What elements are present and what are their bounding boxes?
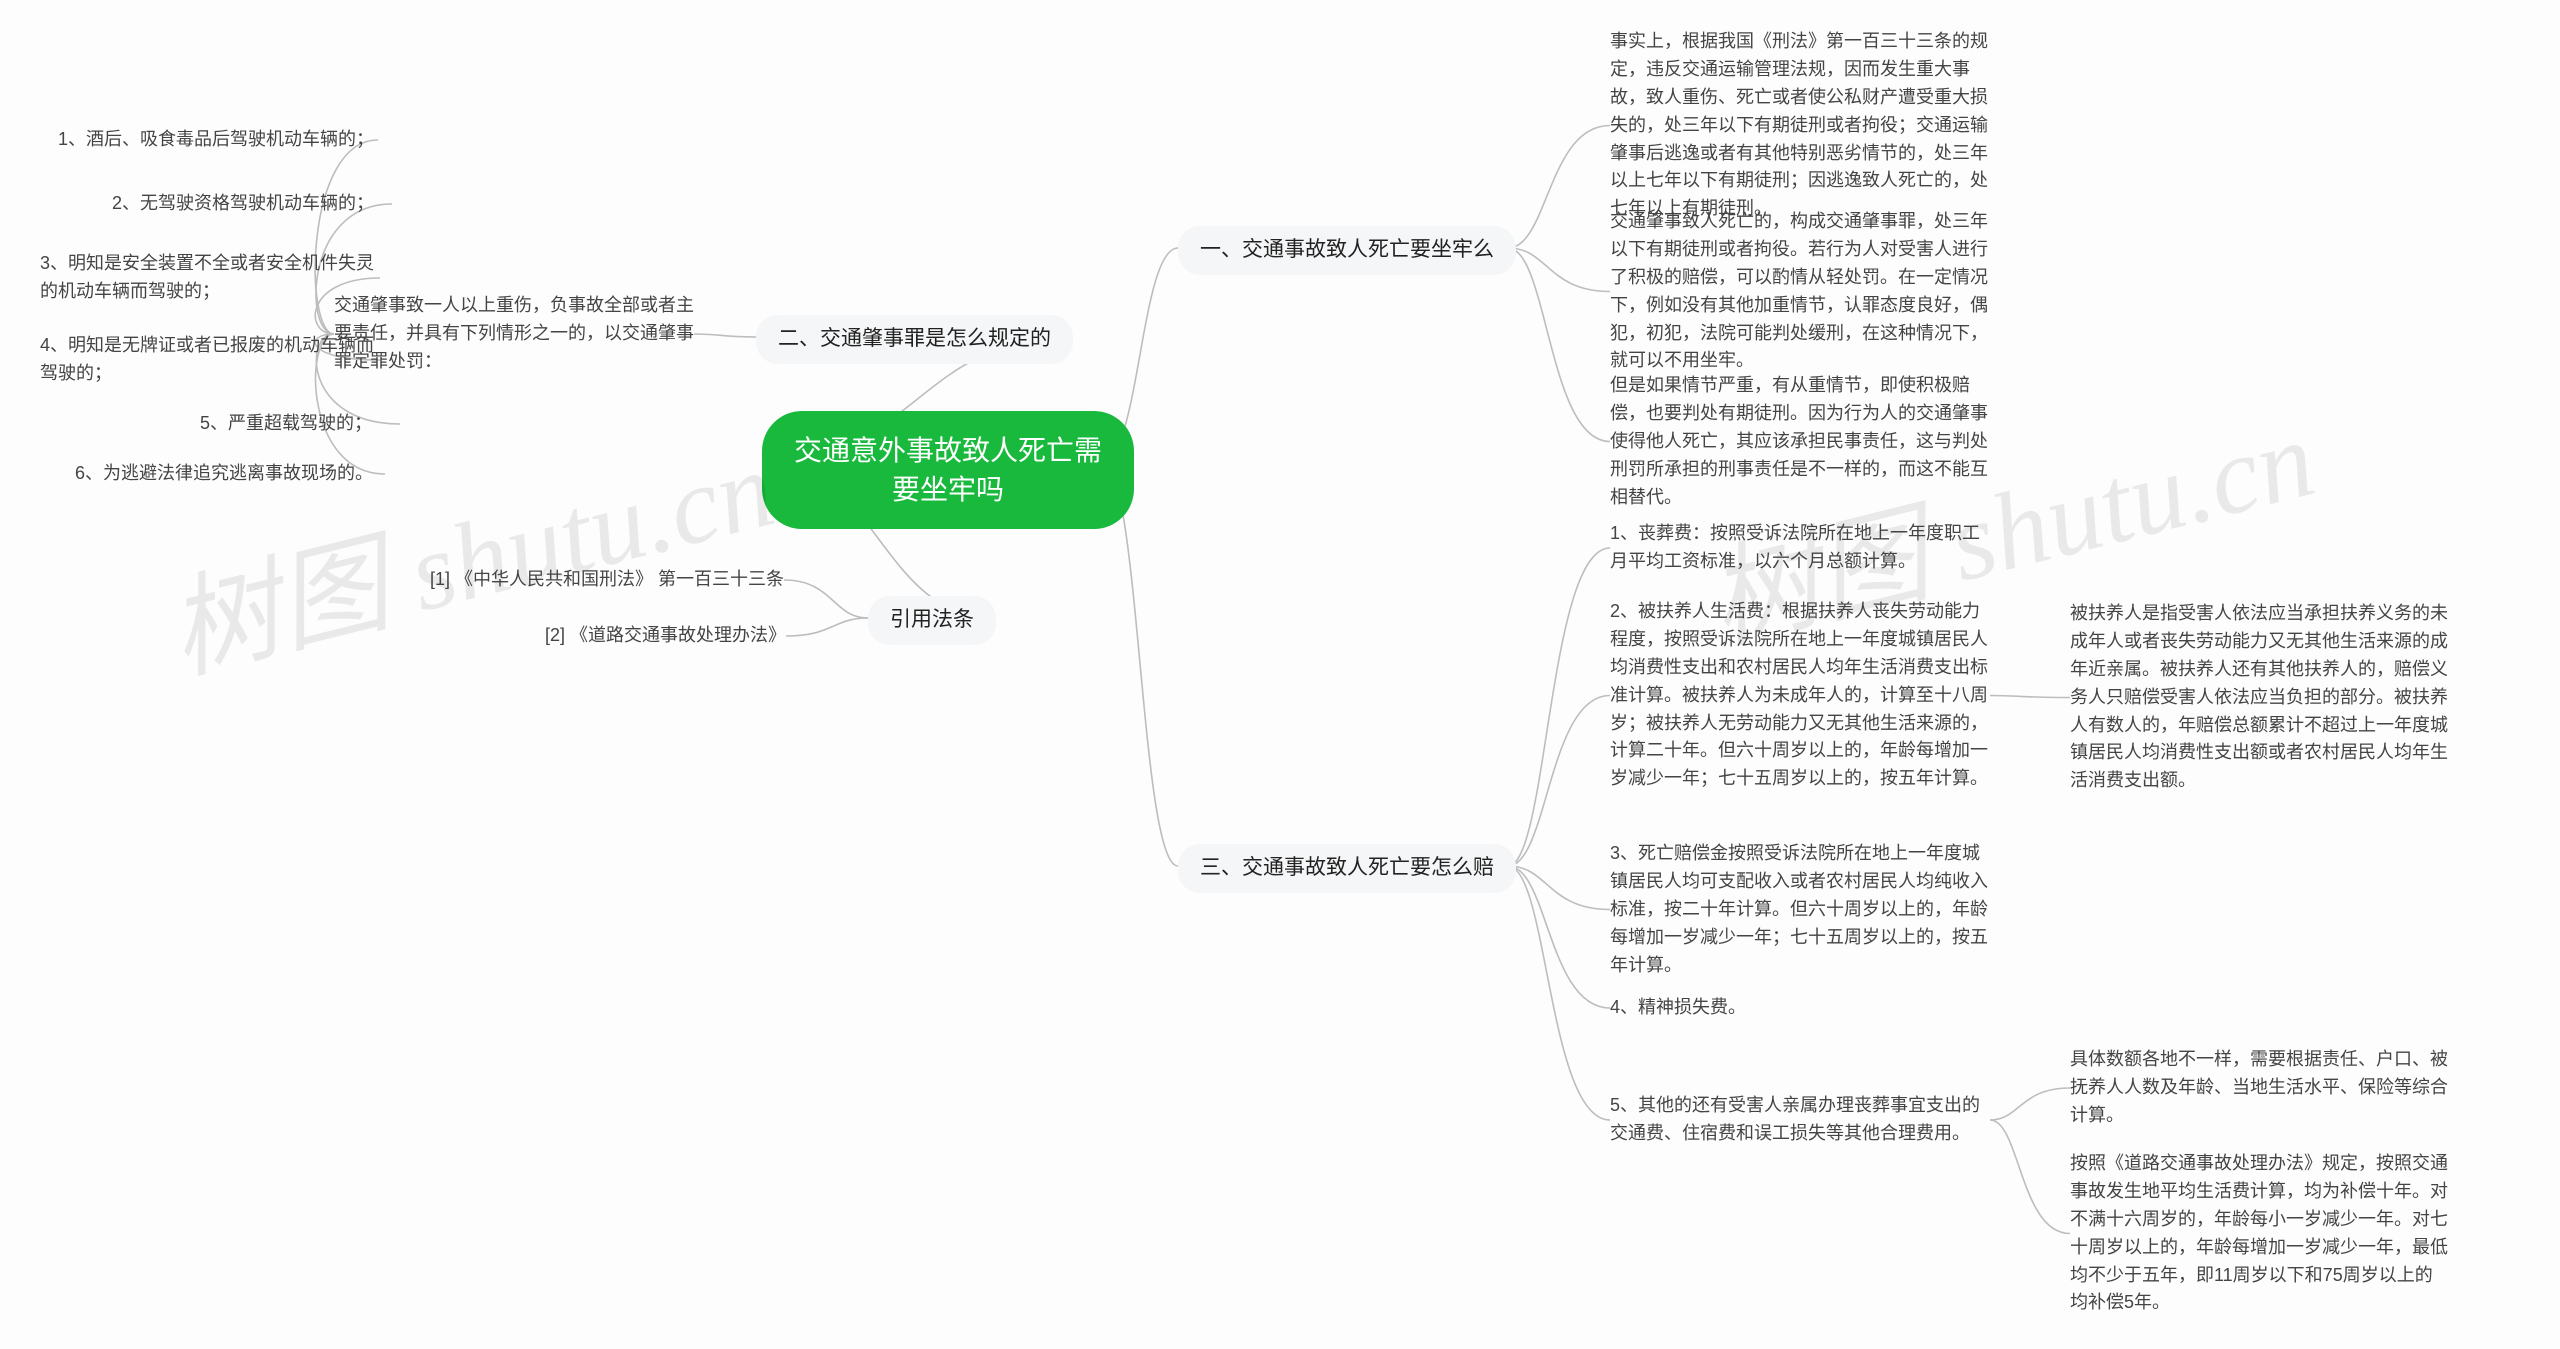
leaf-r3-2: 3、死亡赔偿金按照受诉法院所在地上一年度城镇居民人均可支配收入或者农村居民人均纯… — [1610, 840, 1990, 979]
watermark-left: 树图 shutu.cn — [150, 398, 788, 703]
branch-l2: 二、交通肇事罪是怎么规定的 — [756, 315, 1073, 364]
leaf-r3-3: 4、精神损失费。 — [1610, 994, 1746, 1022]
root-node: 交通意外事故致人死亡需 要坐牢吗 — [762, 411, 1134, 529]
leaf-l2-0-0: 1、酒后、吸食毒品后驾驶机动车辆的； — [58, 126, 374, 154]
leaf-l2-0-3: 4、明知是无牌证或者已报废的机动车辆而驾驶的； — [40, 332, 380, 388]
branch-r3: 三、交通事故致人死亡要怎么赔 — [1178, 844, 1516, 893]
leaf-r3-1-0: 被扶养人是指受害人依法应当承担扶养义务的未成年人或者丧失劳动能力又无其他生活来源… — [2070, 600, 2450, 795]
leaf-r3-4-0: 具体数额各地不一样，需要根据责任、户口、被抚养人人数及年龄、当地生活水平、保险等… — [2070, 1046, 2450, 1130]
leaf-r1-2: 但是如果情节严重，有从重情节，即使积极赔偿，也要判处有期徒刑。因为行为人的交通肇… — [1610, 372, 1990, 511]
leaf-l2-0: 交通肇事致一人以上重伤，负事故全部或者主要责任，并具有下列情形之一的，以交通肇事… — [334, 292, 694, 376]
leaf-r1-1: 交通肇事致人死亡的，构成交通肇事罪，处三年以下有期徒刑或者拘役。若行为人对受害人… — [1610, 208, 1990, 375]
leaf-lref-1: [2] 《道路交通事故处理办法》 — [545, 622, 786, 650]
leaf-l2-0-2: 3、明知是安全装置不全或者安全机件失灵的机动车辆而驾驶的； — [40, 250, 380, 306]
leaf-l2-0-1: 2、无驾驶资格驾驶机动车辆的； — [112, 190, 374, 218]
leaf-l2-0-4: 5、严重超载驾驶的； — [200, 410, 372, 438]
leaf-r1-0: 事实上，根据我国《刑法》第一百三十三条的规定，违反交通运输管理法规，因而发生重大… — [1610, 28, 1990, 223]
leaf-r3-4-1: 按照《道路交通事故处理办法》规定，按照交通事故发生地平均生活费计算，均为补偿十年… — [2070, 1150, 2450, 1317]
leaf-r3-0: 1、丧葬费：按照受诉法院所在地上一年度职工月平均工资标准，以六个月总额计算。 — [1610, 520, 1990, 576]
leaf-l2-0-5: 6、为逃避法律追究逃离事故现场的。 — [75, 460, 373, 488]
leaf-r3-4: 5、其他的还有受害人亲属办理丧葬事宜支出的交通费、住宿费和误工损失等其他合理费用… — [1610, 1092, 1990, 1148]
branch-r1: 一、交通事故致人死亡要坐牢么 — [1178, 226, 1516, 275]
branch-lref: 引用法条 — [868, 596, 996, 645]
leaf-r3-1: 2、被扶养人生活费：根据扶养人丧失劳动能力程度，按照受诉法院所在地上一年度城镇居… — [1610, 598, 1990, 793]
leaf-lref-0: [1] 《中华人民共和国刑法》 第一百三十三条 — [430, 566, 784, 594]
